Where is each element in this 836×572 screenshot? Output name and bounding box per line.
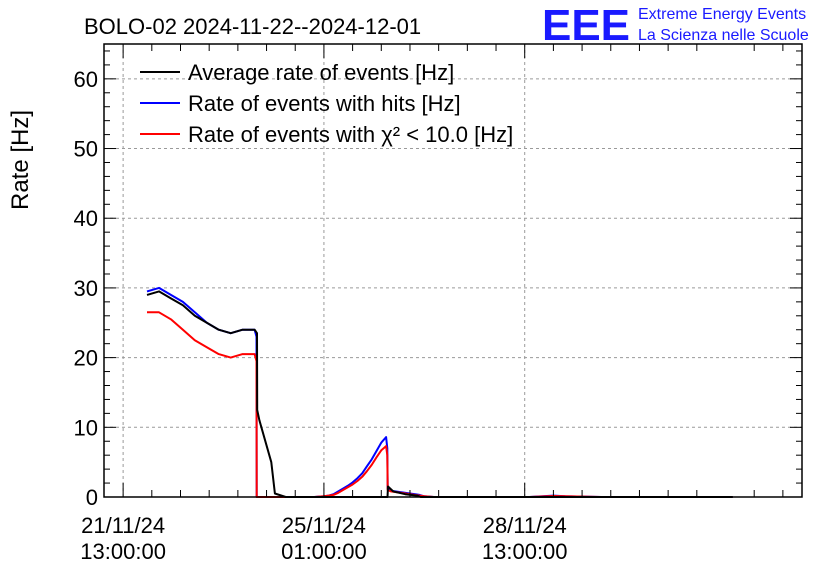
y-tick-label: 10 <box>74 415 98 440</box>
y-tick-label: 20 <box>74 346 98 371</box>
x-axis: 21/11/2413:00:0025/11/2401:00:0028/11/24… <box>80 44 784 564</box>
y-tick-label: 0 <box>86 485 98 510</box>
y-axis-label: Rate [Hz] <box>7 110 34 210</box>
legend: Average rate of events [Hz] Rate of event… <box>140 60 513 147</box>
logo-mark: EEE <box>542 1 630 50</box>
chart-title: BOLO-02 2024-11-22--2024-12-01 <box>84 14 421 39</box>
x-tick-label-time: 13:00:00 <box>80 539 166 564</box>
x-tick-label-date: 25/11/24 <box>282 513 366 538</box>
y-tick-label: 30 <box>74 276 98 301</box>
x-tick-label-time: 13:00:00 <box>482 539 568 564</box>
y-tick-label: 50 <box>74 137 98 162</box>
legend-label-1: Average rate of events [Hz] <box>188 60 454 85</box>
x-tick-label-date: 21/11/24 <box>81 513 165 538</box>
logo: EEE Extreme Energy Events La Scienza nel… <box>542 1 809 50</box>
series-line-1 <box>146 290 733 498</box>
legend-label-2: Rate of events with hits [Hz] <box>188 91 461 116</box>
y-axis: 0 10 20 30 40 50 60 <box>74 50 802 510</box>
logo-line1: Extreme Energy Events <box>638 6 806 23</box>
plot-frame <box>103 43 803 498</box>
y-tick-label: 40 <box>74 206 98 231</box>
series-line-3 <box>147 311 733 498</box>
logo-line2: La Scienza nelle Scuole <box>638 27 809 44</box>
x-tick-label-time: 01:00:00 <box>281 539 367 564</box>
series-lines <box>146 286 733 498</box>
y-tick-label: 60 <box>74 67 98 92</box>
grid-lines <box>104 44 802 497</box>
series-line-2 <box>146 286 733 498</box>
x-tick-label-date: 28/11/24 <box>483 513 567 538</box>
legend-label-3: Rate of events with χ² < 10.0 [Hz] <box>188 122 513 147</box>
